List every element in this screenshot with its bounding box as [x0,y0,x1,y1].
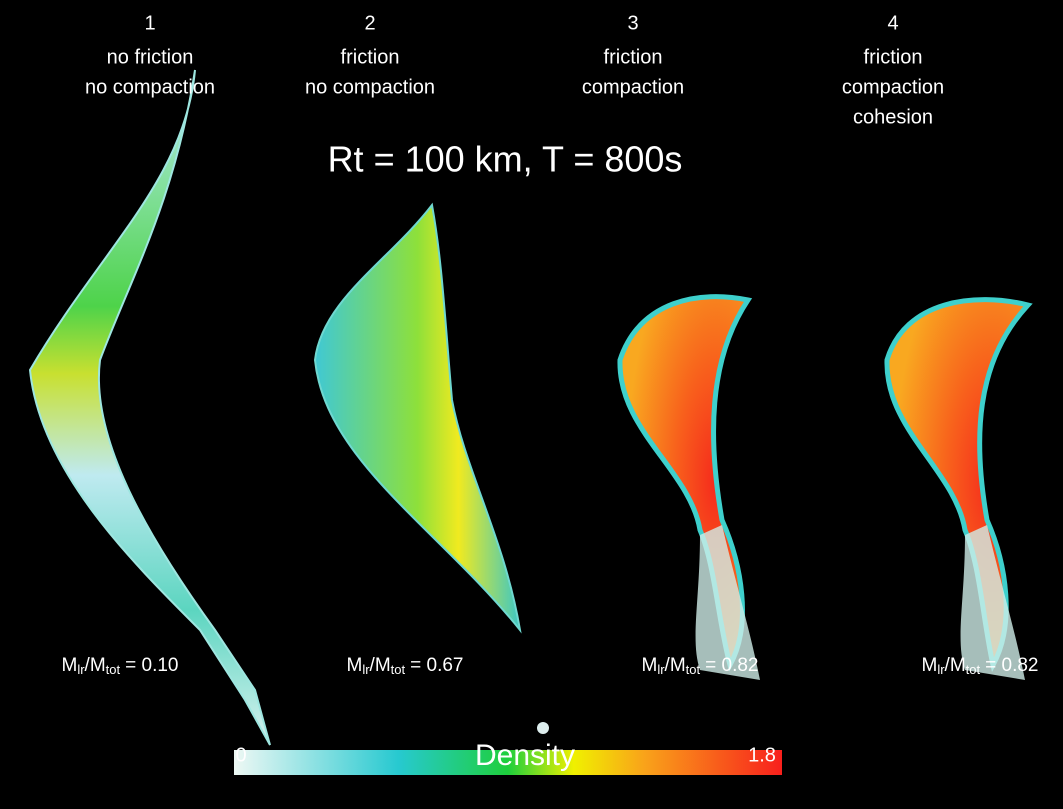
ratio-part: M [642,655,658,676]
ratio-sub: tot [966,662,981,677]
ratio-sub: tot [106,662,121,677]
ratio-part: /M [665,655,686,676]
ratio-sub: lr [657,662,665,677]
panel-number: 4 [887,12,898,34]
ratio-sub: lr [937,662,945,677]
mass-ratio: Mlr/Mtot = 0.82 [642,655,759,677]
panel-3-image [617,294,760,680]
ratio-sub: lr [77,662,85,677]
ratio-sub: lr [362,662,370,677]
ratio-value: = 0.10 [125,655,178,676]
colorbar [234,750,782,775]
panel-condition: no compaction [85,76,215,98]
ratio-value: = 0.82 [985,655,1038,676]
ratio-value: = 0.82 [705,655,758,676]
ratio-part: M [62,655,78,676]
panel-condition: friction [341,46,400,68]
panel-condition: compaction [582,76,684,98]
ratio-sub: tot [391,662,406,677]
title: Rt = 100 km, T = 800s [328,139,683,180]
colorbar-label: Density [475,739,575,772]
panel-condition: compaction [842,76,944,98]
panel-condition: friction [864,46,923,68]
ratio-part: /M [945,655,966,676]
ratio-part: M [922,655,938,676]
panel-number: 1 [144,12,155,34]
ratio-part: /M [85,655,106,676]
colorbar-max: 1.8 [748,744,776,766]
panel-number: 2 [364,12,375,34]
mass-ratio: Mlr/Mtot = 0.82 [922,655,1039,677]
ratio-part: /M [370,655,391,676]
ratio-part: M [347,655,363,676]
mass-ratio: Mlr/Mtot = 0.67 [347,655,464,677]
colorbar-min: 0 [235,744,246,766]
ratio-value: = 0.67 [410,655,463,676]
panel-2-image [313,202,549,734]
panel-number: 3 [627,12,638,34]
mass-ratio: Mlr/Mtot = 0.10 [62,655,179,677]
panel-condition: no compaction [305,76,435,98]
panel-4-image [884,297,1033,680]
panel-1-image [28,69,271,746]
panel-condition: cohesion [853,106,933,128]
panel-condition: friction [604,46,663,68]
panel-condition: no friction [107,46,194,68]
ratio-sub: tot [686,662,701,677]
